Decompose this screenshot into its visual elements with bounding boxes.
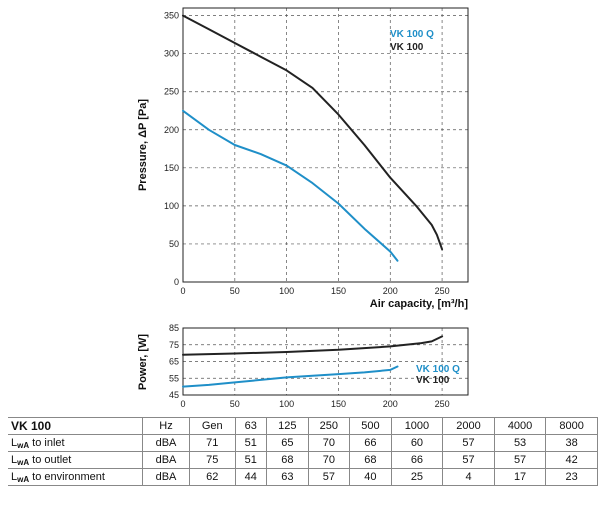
table-column-header: 125 <box>266 417 309 435</box>
table-unit-cell: dBA <box>142 451 190 469</box>
power-y-tick-label: 75 <box>169 340 179 350</box>
table-value-cell: 68 <box>266 451 309 469</box>
power-chart: 0 50 100 150 200 250 45 55 65 75 85 Power, [W] VK 10… <box>137 323 469 409</box>
table-value-cell: 70 <box>307 434 351 452</box>
table-value-cell: 38 <box>545 434 598 452</box>
table-value-cell: 75 <box>189 451 236 469</box>
table-row-label: LwA to environment <box>8 468 143 486</box>
pressure-x-tick-label: 0 <box>180 286 185 296</box>
table-value-cell: 70 <box>307 451 351 469</box>
pressure-x-axis-title: Air capacity, [m³/h] <box>370 298 469 310</box>
pressure-y-tick-label: 50 <box>169 239 179 249</box>
power-y-tick-label: 85 <box>169 323 179 333</box>
table-value-cell: 44 <box>234 468 268 486</box>
table-value-cell: 25 <box>390 468 444 486</box>
table-value-cell: 57 <box>493 451 547 469</box>
row-label-rest: to outlet <box>29 453 72 466</box>
pressure-x-tick-label: 150 <box>331 286 346 296</box>
power-y-axis-title: Power, [W] <box>137 334 149 391</box>
table-unit-cell: dBA <box>142 434 190 452</box>
row-label-main: L <box>11 453 18 466</box>
pressure-y-tick-label: 150 <box>164 163 179 173</box>
table-column-header: 250 <box>307 417 351 435</box>
table-unit-cell: dBA <box>142 468 190 486</box>
table-row-label: LwA to inlet <box>8 434 143 452</box>
table-value-cell: 68 <box>349 451 392 469</box>
table-title: VK 100 <box>8 417 143 435</box>
row-label-subscript: wA <box>17 440 30 450</box>
power-y-tick-label: 65 <box>169 357 179 367</box>
pressure-x-tick-label: 100 <box>279 286 294 296</box>
table-value-cell: 66 <box>390 451 444 469</box>
table-value-cell: 40 <box>349 468 392 486</box>
table-column-header: Gen <box>189 417 236 435</box>
power-frame <box>182 327 469 396</box>
charts-canvas: 0 50 100 150 200 250 0 50 100 150 200 250 300 350 Air … <box>137 7 469 409</box>
table-value-cell: 62 <box>189 468 236 486</box>
table-value-cell: 66 <box>349 434 392 452</box>
power-legend-entry: VK 100 Q <box>416 364 460 375</box>
table-value-cell: 57 <box>442 434 495 452</box>
row-label-rest: to environment <box>29 470 105 483</box>
power-legend-entry: VK 100 <box>416 375 450 386</box>
table-column-header: 1000 <box>390 417 444 435</box>
table-value-cell: 57 <box>307 468 351 486</box>
pressure-series-line-vk100 <box>182 14 444 251</box>
table-row: LwA to environment dBA 62 44 63 57 40 25 4 17 23 <box>8 468 598 486</box>
row-label-rest: to inlet <box>29 436 65 449</box>
row-label-subscript: wA <box>17 457 30 467</box>
row-label-main: L <box>11 470 18 483</box>
row-label-subscript: wA <box>17 474 30 484</box>
table-value-cell: 23 <box>545 468 598 486</box>
table-value-cell: 51 <box>234 434 268 452</box>
table-row: LwA to inlet dBA 71 51 65 70 66 60 57 53 38 <box>8 434 598 452</box>
table-value-cell: 57 <box>442 451 495 469</box>
table-column-header: 2000 <box>442 417 495 435</box>
row-label-main: L <box>11 436 18 449</box>
power-x-tick-label: 100 <box>279 399 294 409</box>
power-y-tick-label: 55 <box>169 373 179 383</box>
table-column-header: 500 <box>349 417 392 435</box>
table-header-row: VK 100 Hz Gen 63 125 250 500 1000 2000 4000 8000 <box>8 417 598 435</box>
table-row-label: LwA to outlet <box>8 451 143 469</box>
table-value-cell: 71 <box>189 434 236 452</box>
pressure-y-tick-label: 100 <box>164 201 179 211</box>
pressure-x-tick-label: 200 <box>383 286 398 296</box>
pressure-x-tick-label: 250 <box>435 286 450 296</box>
table-value-cell: 51 <box>234 451 268 469</box>
table-column-header: 63 <box>234 417 268 435</box>
pressure-frame <box>182 7 469 283</box>
pressure-y-tick-label: 350 <box>164 11 179 21</box>
table-value-cell: 4 <box>442 468 495 486</box>
power-x-tick-label: 0 <box>180 399 185 409</box>
pressure-y-tick-label: 0 <box>174 277 179 287</box>
pressure-y-tick-label: 250 <box>164 87 179 97</box>
power-x-tick-label: 250 <box>435 399 450 409</box>
table-value-cell: 60 <box>390 434 444 452</box>
pressure-chart: 0 50 100 150 200 250 0 50 100 150 200 250 300 350 Air … <box>137 7 469 310</box>
table-value-cell: 63 <box>266 468 309 486</box>
pressure-y-tick-label: 200 <box>164 125 179 135</box>
pressure-legend-entry: VK 100 Q <box>390 29 434 40</box>
table-row: LwA to outlet dBA 75 51 68 70 68 66 57 57 42 <box>8 451 598 469</box>
pressure-y-tick-label: 300 <box>164 49 179 59</box>
power-series-line-vk100 <box>182 335 444 356</box>
power-y-tick-label: 45 <box>169 390 179 400</box>
pressure-x-tick-label: 50 <box>230 286 240 296</box>
table-value-cell: 17 <box>493 468 547 486</box>
table-value-cell: 53 <box>493 434 547 452</box>
table-value-cell: 42 <box>545 451 598 469</box>
pressure-y-axis-title: Pressure, ΔP [Pa] <box>137 99 149 191</box>
table-column-header: 8000 <box>545 417 598 435</box>
power-x-tick-label: 200 <box>383 399 398 409</box>
noise-table: VK 100 Hz Gen 63 125 250 500 1000 2000 4000 8000 Lw… <box>8 417 598 486</box>
pressure-legend-entry: VK 100 <box>390 42 424 53</box>
power-x-tick-label: 50 <box>230 399 240 409</box>
table-column-header: 4000 <box>493 417 547 435</box>
table-hz-label: Hz <box>142 417 190 435</box>
power-x-tick-label: 150 <box>331 399 346 409</box>
power-series-line-vk100q <box>182 365 399 388</box>
table-value-cell: 65 <box>266 434 309 452</box>
pressure-series-line-vk100q <box>182 109 399 262</box>
